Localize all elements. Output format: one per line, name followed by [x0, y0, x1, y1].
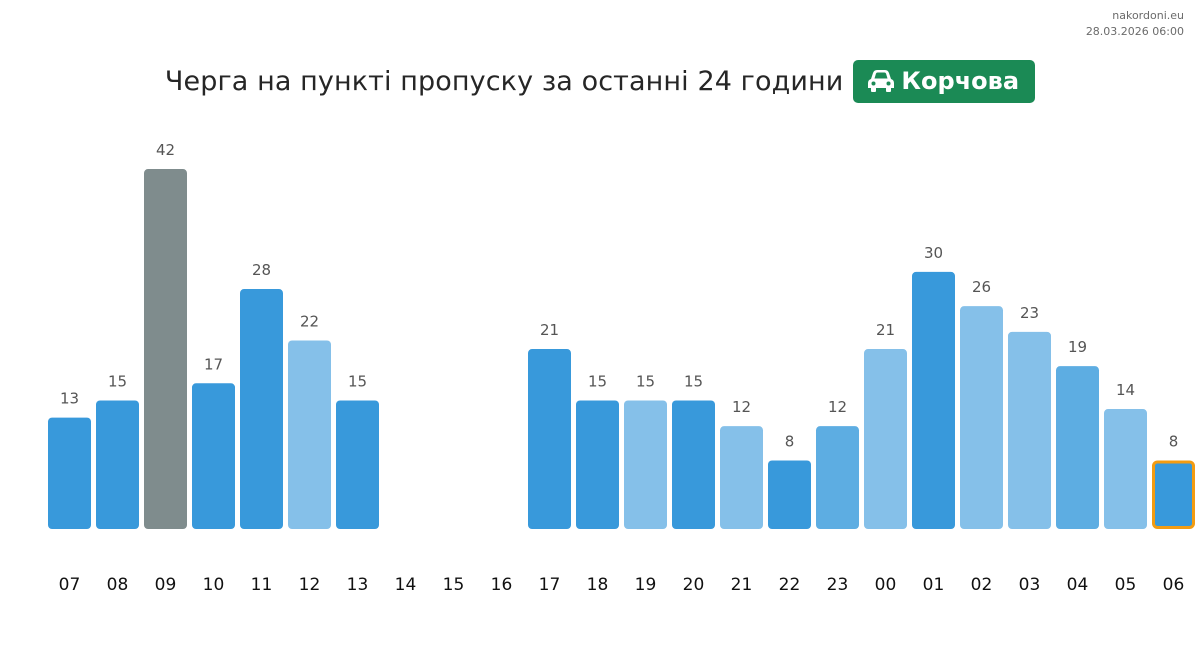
checkpoint-badge: Корчова	[853, 59, 1036, 103]
bar-22	[768, 460, 811, 529]
tick-label-03: 03	[1019, 575, 1041, 595]
bar-18	[576, 400, 619, 529]
source-timestamp: 28.03.2026 06:00	[1085, 25, 1184, 38]
bar-value-06: 8	[1169, 432, 1179, 450]
tick-label-00: 00	[875, 575, 897, 595]
bar-value-10: 17	[204, 355, 223, 373]
tick-label-16: 16	[491, 575, 513, 595]
checkpoint-name: Корчова	[901, 67, 1020, 95]
tick-label-02: 02	[971, 575, 993, 595]
bar-05	[1104, 409, 1147, 529]
bar-07	[48, 417, 91, 529]
bar-value-02: 26	[972, 278, 991, 296]
bar-09	[144, 169, 187, 529]
bar-value-00: 21	[876, 321, 895, 339]
tick-label-20: 20	[683, 575, 705, 595]
page-title: Черга на пункті пропуску за останні 24 г…	[164, 65, 844, 97]
source-site: nakordoni.eu	[1112, 9, 1184, 22]
tick-label-21: 21	[731, 575, 753, 595]
bar-10	[192, 383, 235, 529]
tick-label-22: 22	[779, 575, 801, 595]
bar-value-18: 15	[588, 372, 607, 390]
tick-label-09: 09	[155, 575, 177, 595]
tick-label-13: 13	[347, 575, 369, 595]
tick-label-11: 11	[251, 575, 273, 595]
bar-12	[288, 340, 331, 529]
tick-label-17: 17	[539, 575, 561, 595]
tick-label-14: 14	[395, 575, 417, 595]
bar-value-05: 14	[1116, 381, 1135, 399]
bar-value-01: 30	[924, 244, 943, 262]
bar-value-09: 42	[156, 141, 175, 159]
bar-20	[672, 400, 715, 529]
bar-13	[336, 400, 379, 529]
bar-01	[912, 271, 955, 529]
tick-label-10: 10	[203, 575, 225, 595]
bar-value-03: 23	[1020, 304, 1039, 322]
tick-label-19: 19	[635, 575, 657, 595]
bar-02	[960, 306, 1003, 529]
bar-21	[720, 426, 763, 529]
tick-label-04: 04	[1067, 575, 1089, 595]
bar-value-22: 8	[785, 432, 795, 450]
bar-value-11: 28	[252, 261, 271, 279]
tick-label-15: 15	[443, 575, 465, 595]
tick-label-06: 06	[1163, 575, 1185, 595]
bar-06	[1152, 460, 1195, 529]
tick-label-01: 01	[923, 575, 945, 595]
tick-label-18: 18	[587, 575, 609, 595]
bar-00	[864, 349, 907, 529]
tick-label-12: 12	[299, 575, 321, 595]
bar-value-12: 22	[300, 312, 319, 330]
bar-08	[96, 400, 139, 529]
bar-04	[1056, 366, 1099, 529]
bar-value-08: 15	[108, 372, 127, 390]
tick-label-05: 05	[1115, 575, 1137, 595]
tick-label-23: 23	[827, 575, 849, 595]
chart-header: Черга на пункті пропуску за останні 24 г…	[0, 58, 1200, 104]
bar-value-19: 15	[636, 372, 655, 390]
bar-23	[816, 426, 859, 529]
bar-value-04: 19	[1068, 338, 1087, 356]
car-icon	[868, 70, 895, 92]
bar-value-07: 13	[60, 390, 79, 408]
tick-label-08: 08	[107, 575, 129, 595]
bar-value-23: 12	[828, 398, 847, 416]
bar-value-21: 12	[732, 398, 751, 416]
source-info: nakordoni.eu 28.03.2026 06:00	[1086, 8, 1184, 40]
bar-19	[624, 400, 667, 529]
tick-label-07: 07	[59, 575, 81, 595]
bar-value-20: 15	[684, 372, 703, 390]
bar-17	[528, 349, 571, 529]
bar-value-17: 21	[540, 321, 559, 339]
bar-value-13: 15	[348, 372, 367, 390]
bar-11	[240, 289, 283, 529]
bar-03	[1008, 331, 1051, 529]
